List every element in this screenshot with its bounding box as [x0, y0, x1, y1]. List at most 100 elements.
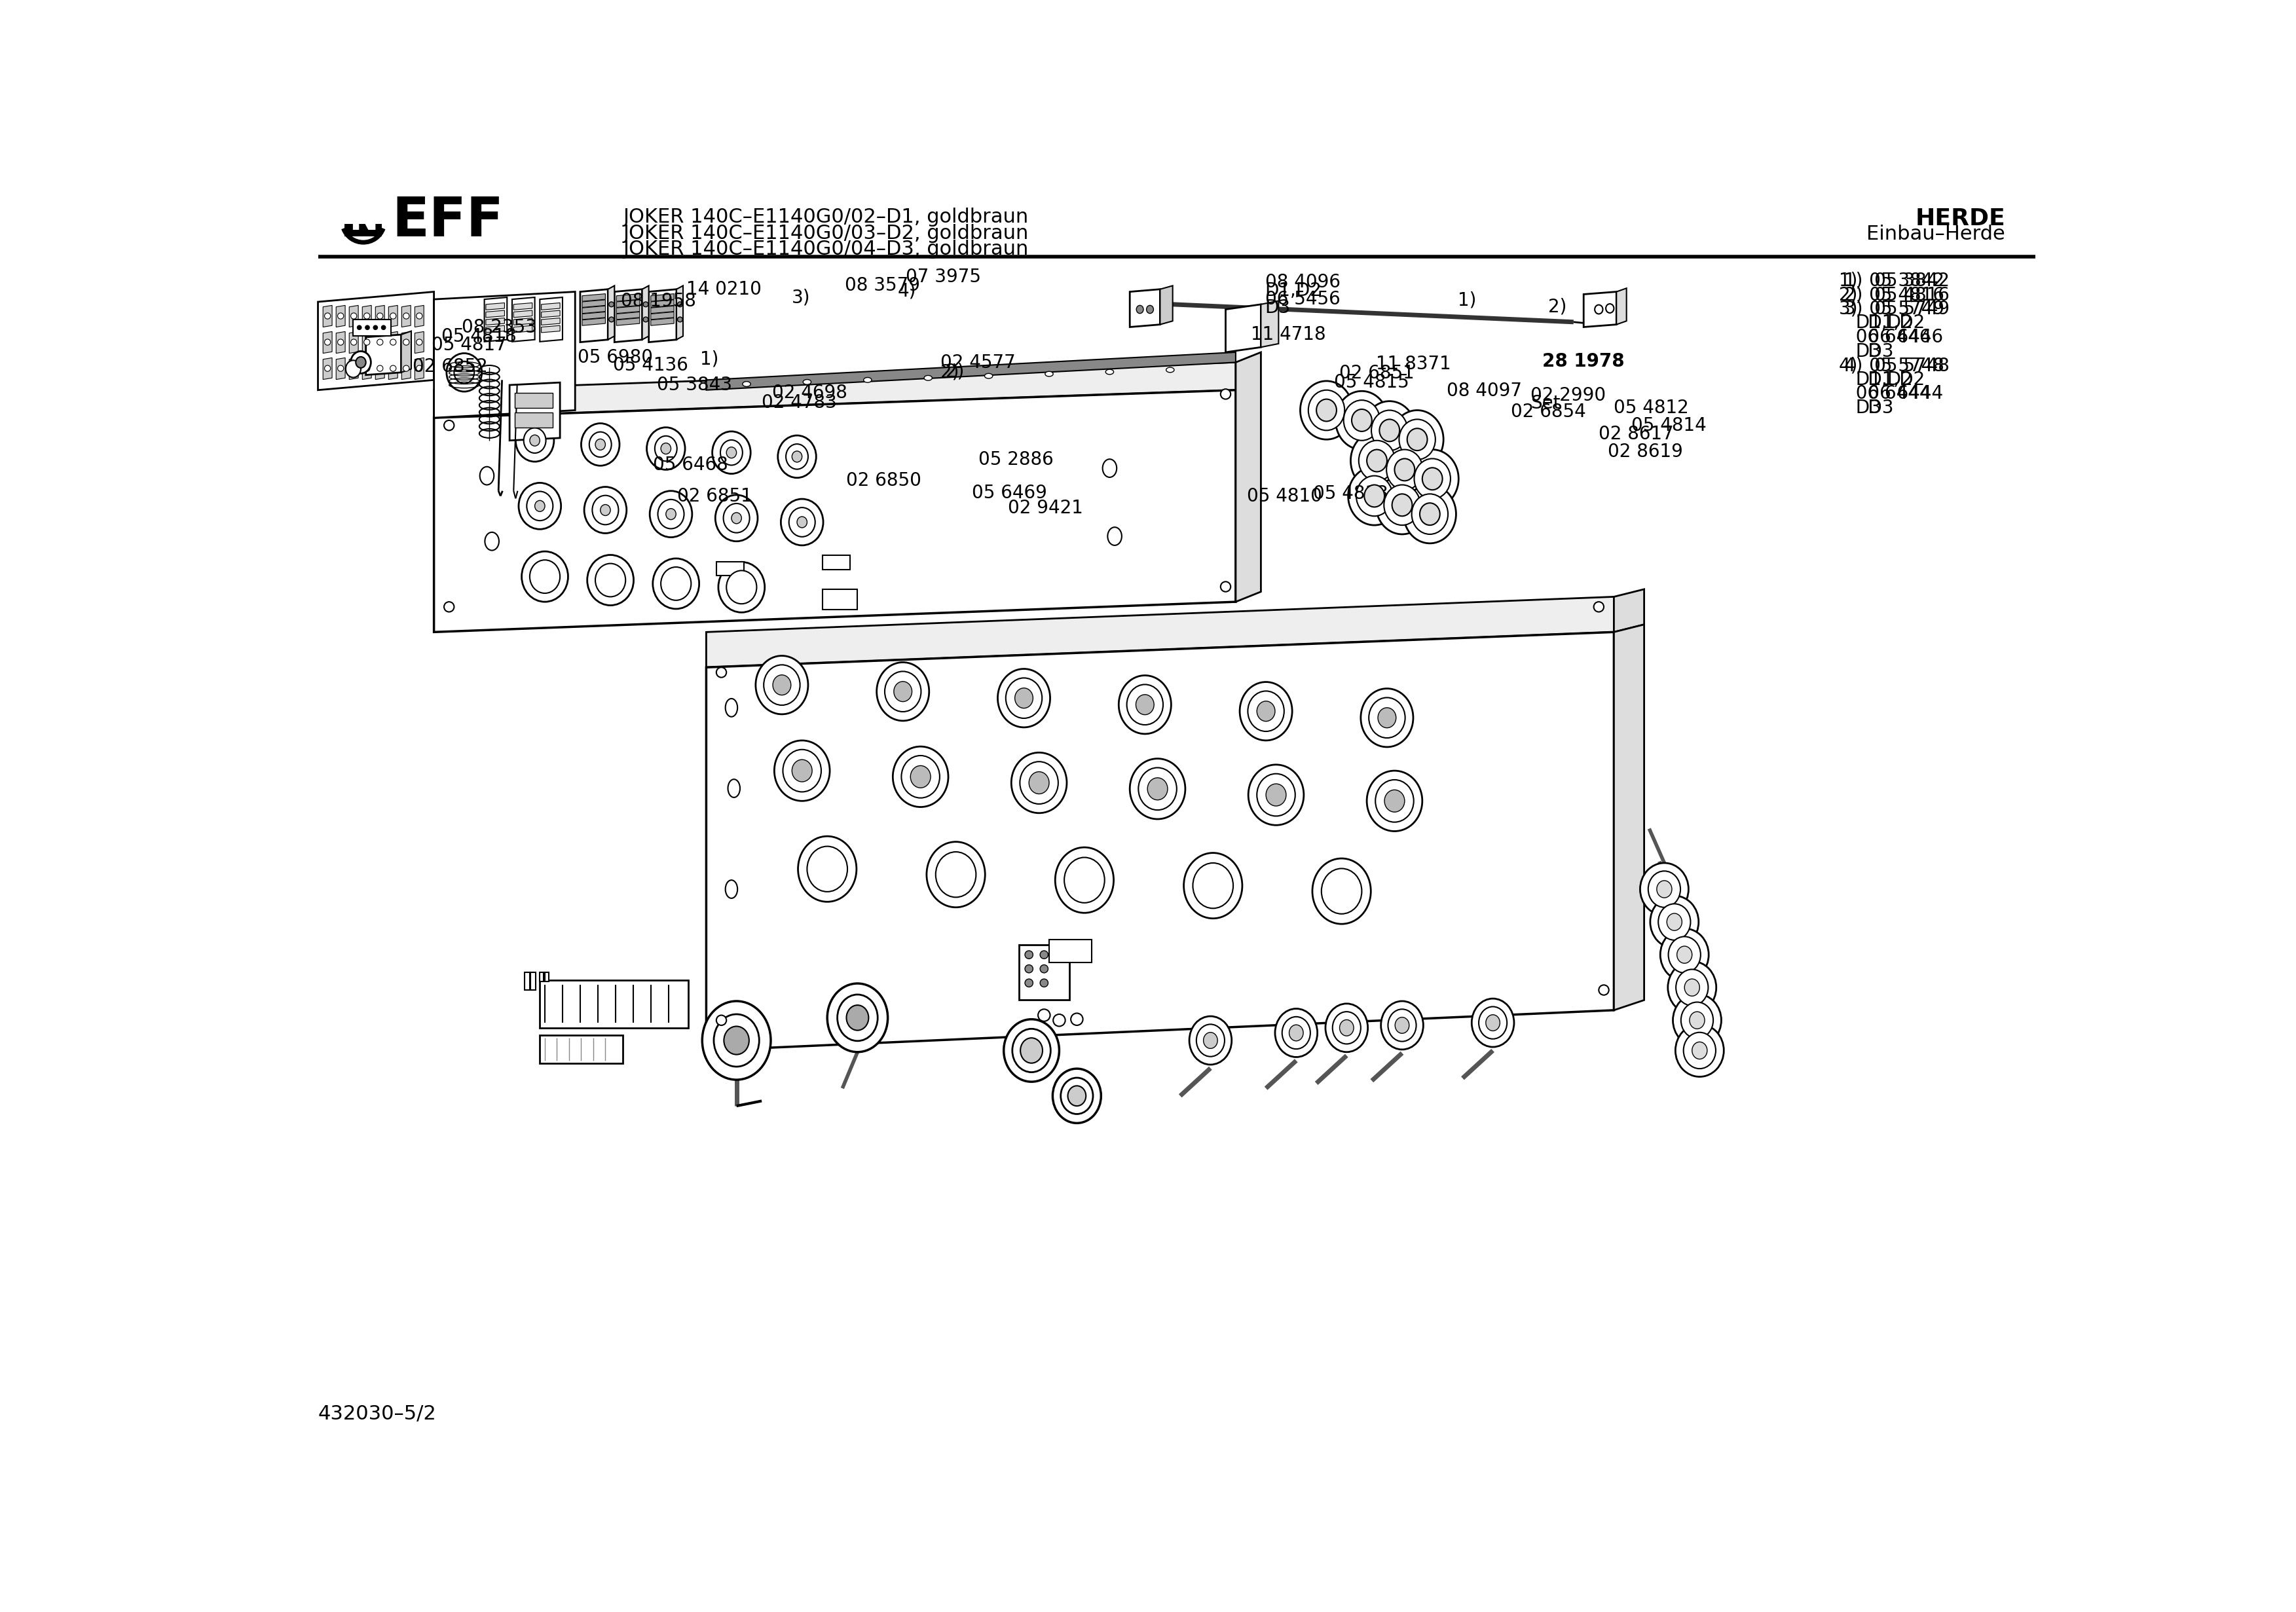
Polygon shape — [1614, 624, 1644, 1011]
Polygon shape — [643, 285, 650, 340]
Ellipse shape — [1352, 409, 1371, 432]
Ellipse shape — [1398, 419, 1435, 459]
Ellipse shape — [1391, 493, 1412, 516]
Ellipse shape — [416, 366, 422, 371]
Ellipse shape — [719, 563, 765, 613]
Text: 05 4136: 05 4136 — [613, 356, 689, 374]
Ellipse shape — [1380, 419, 1401, 442]
Text: 1)  05 3842: 1) 05 3842 — [1844, 271, 1949, 290]
Ellipse shape — [599, 505, 611, 516]
Ellipse shape — [1486, 1014, 1499, 1030]
Polygon shape — [707, 632, 1614, 1051]
Ellipse shape — [1676, 946, 1692, 964]
Polygon shape — [487, 326, 505, 332]
Polygon shape — [510, 382, 560, 440]
Ellipse shape — [338, 339, 344, 345]
Ellipse shape — [1660, 929, 1708, 982]
Polygon shape — [650, 289, 677, 342]
Ellipse shape — [595, 564, 625, 596]
Ellipse shape — [324, 366, 331, 371]
Ellipse shape — [608, 318, 613, 322]
Text: D1,D2: D1,D2 — [1844, 371, 1913, 388]
Ellipse shape — [985, 374, 992, 379]
Ellipse shape — [1107, 369, 1114, 374]
Text: D3: D3 — [1839, 342, 1894, 361]
Ellipse shape — [643, 318, 647, 322]
Text: 05 4815: 05 4815 — [1334, 372, 1410, 392]
Text: 2)  05 4816: 2) 05 4816 — [1839, 285, 1945, 305]
Ellipse shape — [1421, 467, 1442, 490]
Ellipse shape — [1366, 771, 1421, 832]
Ellipse shape — [1038, 1009, 1049, 1022]
Ellipse shape — [324, 339, 331, 345]
Ellipse shape — [455, 361, 475, 384]
Ellipse shape — [652, 558, 700, 609]
Polygon shape — [349, 358, 358, 379]
Ellipse shape — [517, 419, 553, 461]
Ellipse shape — [912, 766, 930, 788]
Ellipse shape — [1683, 1032, 1715, 1069]
Polygon shape — [324, 358, 333, 379]
Ellipse shape — [1394, 459, 1414, 480]
Ellipse shape — [1685, 978, 1699, 996]
Text: 06 6446: 06 6446 — [1844, 329, 1931, 347]
Ellipse shape — [928, 841, 985, 908]
Polygon shape — [484, 297, 507, 342]
Polygon shape — [324, 332, 333, 353]
Polygon shape — [615, 306, 641, 313]
Ellipse shape — [1061, 1078, 1093, 1114]
Ellipse shape — [778, 435, 815, 477]
Text: D1,D2: D1,D2 — [1844, 314, 1913, 332]
Text: 2): 2) — [946, 363, 964, 380]
Polygon shape — [1130, 289, 1159, 327]
Ellipse shape — [1472, 998, 1513, 1046]
Polygon shape — [1159, 285, 1173, 324]
Text: 1): 1) — [1458, 292, 1476, 310]
Ellipse shape — [390, 339, 397, 345]
Text: 05 6980: 05 6980 — [579, 348, 652, 366]
Polygon shape — [615, 293, 641, 301]
Ellipse shape — [1065, 858, 1104, 903]
Polygon shape — [1614, 590, 1644, 632]
Ellipse shape — [1019, 1038, 1042, 1064]
Ellipse shape — [356, 326, 363, 330]
Ellipse shape — [755, 656, 808, 714]
Ellipse shape — [1605, 303, 1614, 313]
Ellipse shape — [1029, 772, 1049, 793]
Ellipse shape — [1056, 848, 1114, 912]
Ellipse shape — [1384, 485, 1421, 526]
Text: 06 6446: 06 6446 — [1839, 329, 1942, 347]
Ellipse shape — [703, 1001, 771, 1080]
Text: 05 4814: 05 4814 — [1632, 416, 1706, 435]
Text: 02 6854: 02 6854 — [1511, 403, 1587, 421]
Ellipse shape — [1414, 459, 1451, 500]
Ellipse shape — [893, 746, 948, 808]
Ellipse shape — [712, 432, 751, 474]
Ellipse shape — [583, 487, 627, 534]
Ellipse shape — [588, 555, 634, 606]
Ellipse shape — [643, 301, 647, 306]
Ellipse shape — [1384, 790, 1405, 812]
Text: 1)  05 3842: 1) 05 3842 — [1839, 271, 1945, 290]
Bar — [1019, 945, 1070, 999]
Ellipse shape — [530, 559, 560, 593]
Text: 08 4097: 08 4097 — [1446, 382, 1522, 400]
Ellipse shape — [608, 301, 613, 306]
Polygon shape — [542, 326, 560, 332]
Text: 05 4810: 05 4810 — [1247, 487, 1322, 505]
Ellipse shape — [1316, 400, 1336, 421]
Ellipse shape — [726, 571, 758, 604]
Ellipse shape — [1309, 390, 1345, 430]
Ellipse shape — [1325, 1004, 1368, 1053]
Text: 05 4818: 05 4818 — [441, 327, 517, 347]
Ellipse shape — [1419, 503, 1440, 526]
Polygon shape — [1226, 305, 1261, 353]
Polygon shape — [335, 358, 344, 379]
Ellipse shape — [1247, 692, 1283, 732]
Ellipse shape — [404, 339, 409, 345]
Ellipse shape — [1348, 467, 1401, 526]
Ellipse shape — [1375, 476, 1428, 534]
Polygon shape — [434, 390, 1235, 632]
Ellipse shape — [742, 382, 751, 387]
Ellipse shape — [351, 339, 356, 345]
